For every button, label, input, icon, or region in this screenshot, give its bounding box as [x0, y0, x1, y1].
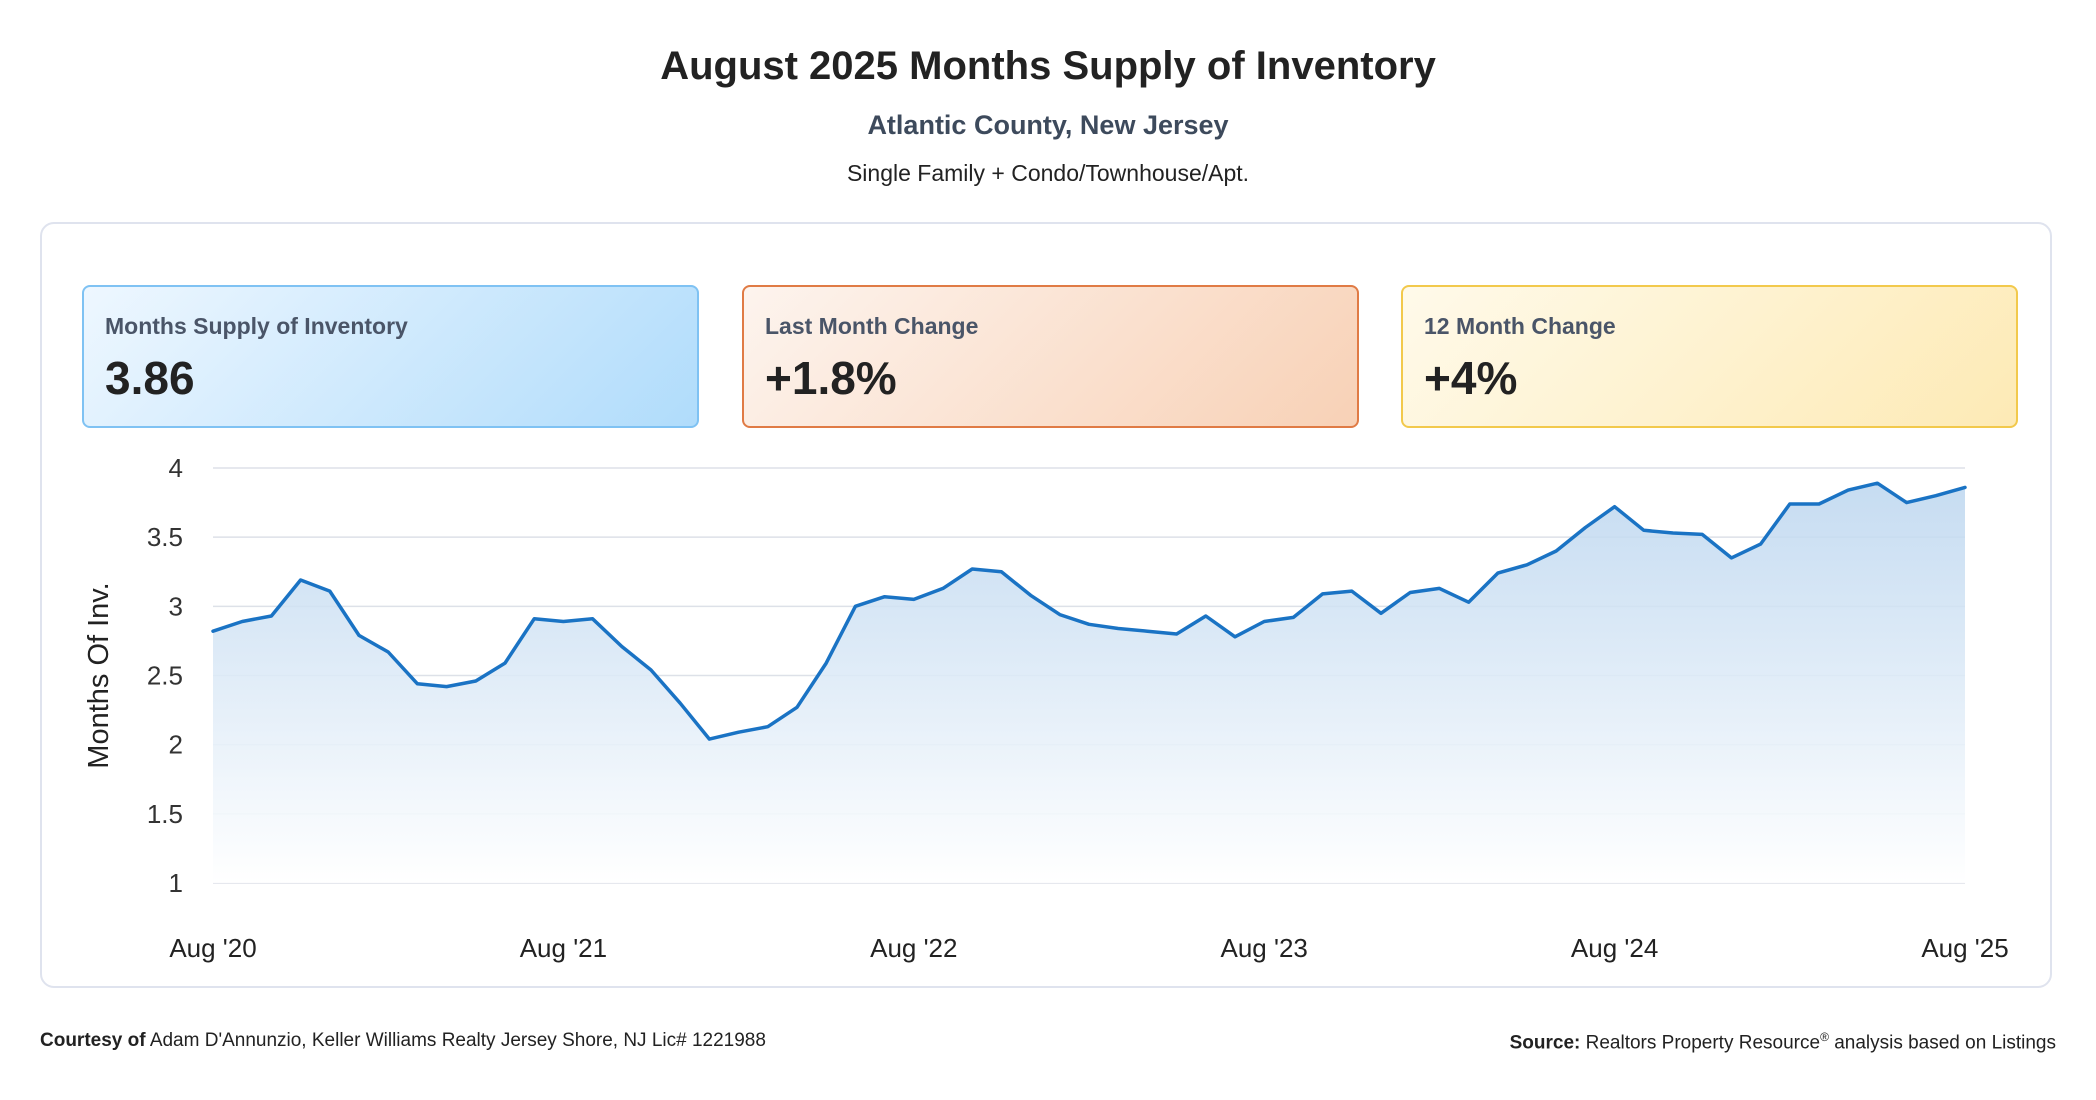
data-point	[415, 682, 419, 686]
stat-card-last-month-change: Last Month Change +1.8%	[742, 285, 1359, 428]
stat-card-12-month-change: 12 Month Change +4%	[1401, 285, 2018, 428]
courtesy-note: Courtesy of Adam D'Annunzio, Keller Will…	[40, 1030, 766, 1052]
data-point	[503, 661, 507, 665]
data-point	[445, 685, 449, 689]
data-point	[766, 725, 770, 729]
source-note: Source: Realtors Property Resource® anal…	[1510, 1030, 2056, 1054]
y-tick-label: 2.5	[147, 661, 183, 691]
data-point	[1408, 591, 1412, 595]
y-tick-label: 3.5	[147, 522, 183, 552]
data-point	[1437, 586, 1441, 590]
data-point	[1467, 600, 1471, 604]
data-point	[1905, 501, 1909, 505]
data-point	[883, 595, 887, 599]
data-point	[620, 644, 624, 648]
data-point	[1087, 622, 1091, 626]
series-area	[213, 483, 1965, 883]
data-point	[1204, 614, 1208, 618]
data-point	[474, 679, 478, 683]
data-point	[1671, 531, 1675, 535]
data-point	[999, 570, 1003, 574]
data-point	[1583, 525, 1587, 529]
x-tick-label: Aug '22	[870, 933, 957, 963]
stat-label: 12 Month Change	[1424, 313, 1616, 339]
series-line	[211, 481, 1967, 741]
data-point	[1175, 632, 1179, 636]
data-point	[357, 633, 361, 637]
data-point	[941, 586, 945, 590]
data-point	[1759, 542, 1763, 546]
data-point	[1145, 629, 1149, 633]
chart-title: August 2025 Months Supply of Inventory	[660, 44, 1436, 88]
source-text: Realtors Property Resource	[1585, 1032, 1821, 1054]
data-point	[1496, 571, 1500, 575]
stat-label: Months Supply of Inventory	[105, 313, 408, 339]
data-point	[1817, 502, 1821, 506]
registered-mark: ®	[1820, 1030, 1829, 1044]
courtesy-text: Adam D'Annunzio, Keller Williams Realty …	[149, 1030, 766, 1051]
y-tick-label: 2	[169, 730, 183, 760]
data-point	[912, 597, 916, 601]
data-point	[328, 589, 332, 593]
y-tick-label: 1.5	[147, 799, 183, 829]
data-point	[1613, 505, 1617, 509]
data-point	[1058, 613, 1062, 617]
data-point	[1700, 532, 1704, 536]
source-label: Source:	[1509, 1032, 1581, 1054]
data-point	[1116, 626, 1120, 630]
data-point	[1262, 620, 1266, 624]
data-point	[707, 737, 711, 741]
data-point	[678, 701, 682, 705]
x-tick-label: Aug '24	[1571, 933, 1658, 963]
data-point	[1291, 615, 1295, 619]
data-point	[824, 661, 828, 665]
y-axis-label: Months Of Inv.	[83, 582, 115, 768]
x-tick-label: Aug '20	[169, 933, 256, 963]
x-tick-label: Aug '21	[520, 933, 607, 963]
source-suffix: analysis based on Listings	[1834, 1032, 2056, 1054]
x-tick-label: Aug '23	[1221, 933, 1308, 963]
stat-label: Last Month Change	[765, 313, 979, 339]
stat-value: +1.8%	[765, 352, 897, 404]
data-point	[737, 730, 741, 734]
data-point	[561, 620, 565, 624]
property-segment: Single Family + Condo/Townhouse/Apt.	[846, 160, 1250, 186]
data-point	[591, 617, 595, 621]
data-point	[269, 614, 273, 618]
y-tick-label: 4	[169, 453, 183, 483]
data-point	[1029, 593, 1033, 597]
data-point	[211, 629, 215, 633]
x-tick-label: Aug '25	[1921, 933, 2008, 963]
data-point	[532, 617, 536, 621]
y-tick-label: 3	[169, 591, 183, 621]
data-point	[1875, 481, 1879, 485]
data-point	[970, 567, 974, 571]
data-point	[299, 578, 303, 582]
data-point	[1525, 563, 1529, 567]
data-point	[386, 650, 390, 654]
stat-value: +4%	[1424, 352, 1518, 404]
data-point	[1642, 528, 1646, 532]
data-point	[1846, 488, 1850, 492]
stat-value: 3.86	[105, 352, 195, 404]
data-point	[240, 620, 244, 624]
data-point	[649, 668, 653, 672]
courtesy-label: Courtesy of	[40, 1030, 146, 1051]
data-point	[1934, 494, 1938, 498]
y-tick-label: 1	[169, 868, 183, 898]
data-point	[1963, 485, 1967, 489]
data-point	[1233, 635, 1237, 639]
chart-subtitle: Atlantic County, New Jersey	[867, 110, 1229, 140]
data-point	[1379, 611, 1383, 615]
data-point	[853, 604, 857, 608]
data-point	[1350, 589, 1354, 593]
data-point	[795, 705, 799, 709]
stat-card-months-supply: Months Supply of Inventory 3.86	[82, 285, 699, 428]
months-supply-chart: 1 1.5 2 2.5 3 3.5 4 Months Of Inv. Aug '20 Aug '2…	[83, 453, 2009, 963]
data-point	[1321, 592, 1325, 596]
data-point	[1554, 549, 1558, 553]
data-point	[1788, 502, 1792, 506]
data-point	[1729, 556, 1733, 560]
